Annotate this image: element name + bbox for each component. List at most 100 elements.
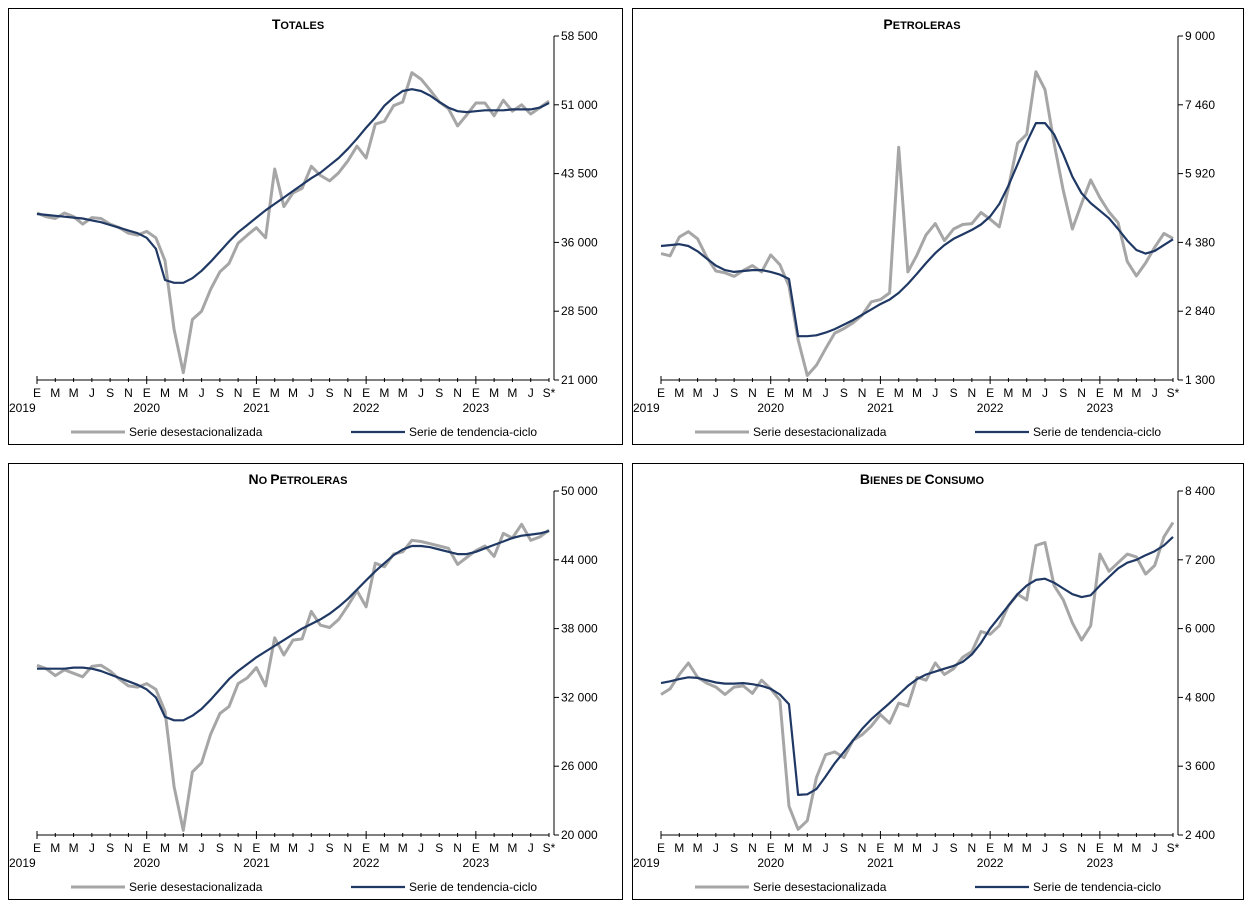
y-tick-label: 4 800: [1185, 690, 1215, 704]
x-tick-label: M: [489, 386, 499, 400]
x-tick-label: M: [784, 841, 794, 855]
x-tick-label: S: [435, 841, 443, 855]
x-tick-label: N: [748, 841, 757, 855]
chart-svg: TOTALES 21 000 28 500 36 000 43 500 51 000 58 …: [9, 16, 598, 439]
y-tick-label: 6 000: [1185, 622, 1215, 636]
x-year-label: 2019: [9, 856, 36, 870]
title-smallcaps: ONSUMO: [935, 475, 985, 487]
chart-panel-totales: TOTALES 21 000 28 500 36 000 43 500 51 000 58 …: [8, 8, 623, 445]
x-tick-label: S*: [543, 386, 556, 400]
x-tick-label: M: [379, 841, 389, 855]
x-tick-label: E: [767, 841, 775, 855]
x-tick-label: M: [178, 841, 188, 855]
x-tick-label: M: [379, 386, 389, 400]
x-tick-label: M: [50, 386, 60, 400]
title-initial: P: [270, 471, 279, 487]
x-tick-label: S*: [1167, 386, 1180, 400]
x-tick-label: J: [823, 386, 829, 400]
x-tick-label: S*: [543, 841, 556, 855]
x-tick-label: M: [398, 841, 408, 855]
series-line-tendencia-ciclo: [660, 536, 1174, 796]
series-line-desestacionalizada: [660, 70, 1174, 377]
y-tick-label: 21 000: [561, 373, 598, 387]
title-smallcaps: ETROLERAS: [893, 20, 961, 32]
x-tick-label: J: [713, 386, 719, 400]
y-tick-label: 5 920: [1185, 167, 1215, 181]
y-tick-label: 4 380: [1185, 235, 1215, 249]
title-initial: N: [249, 471, 259, 487]
x-tick-label: J: [199, 386, 205, 400]
legend-label-desestacionalizada: Serie desestacionalizada: [129, 425, 263, 439]
x-tick-label: J: [528, 386, 534, 400]
x-tick-label: M: [288, 841, 298, 855]
x-tick-label: E: [143, 841, 151, 855]
x-tick-label: E: [252, 386, 260, 400]
x-year-label: 2022: [353, 856, 380, 870]
x-tick-label: M: [912, 386, 922, 400]
x-year-label: 2019: [633, 856, 660, 870]
title-initial: C: [924, 471, 934, 487]
x-tick-label: E: [362, 386, 370, 400]
y-tick-label: 9 000: [1185, 29, 1215, 43]
x-tick-label: J: [89, 386, 95, 400]
x-year-label: 2020: [133, 856, 160, 870]
title-smallcaps: O: [259, 475, 271, 487]
legend-label-desestacionalizada: Serie desestacionalizada: [753, 425, 887, 439]
title-initial: T: [272, 16, 281, 32]
series-line-desestacionalizada: [660, 521, 1175, 831]
x-year-label: 2022: [977, 401, 1004, 415]
x-tick-label: M: [288, 386, 298, 400]
x-tick-label: N: [124, 841, 133, 855]
x-tick-label: J: [308, 386, 314, 400]
y-tick-label: 3 600: [1185, 759, 1215, 773]
x-year-label: 2020: [133, 401, 160, 415]
x-year-label: 2021: [867, 401, 894, 415]
x-tick-label: N: [1077, 841, 1086, 855]
x-tick-label: S: [1059, 841, 1067, 855]
x-tick-label: E: [472, 386, 480, 400]
chart-svg: PETROLERAS 1 300 2 840 4 380 5 920 7 460 9 000…: [633, 16, 1215, 439]
x-year-label: 2019: [9, 401, 36, 415]
x-tick-label: E: [143, 386, 151, 400]
x-tick-label: E: [362, 841, 370, 855]
x-tick-label: J: [1042, 386, 1048, 400]
series-line-tendencia-ciclo: [660, 122, 1174, 338]
x-tick-label: E: [657, 841, 665, 855]
x-tick-label: J: [1152, 841, 1158, 855]
x-tick-label: N: [748, 386, 757, 400]
x-tick-label: E: [876, 841, 884, 855]
x-tick-label: N: [124, 386, 133, 400]
x-tick-label: E: [33, 386, 41, 400]
x-tick-label: M: [69, 386, 79, 400]
y-tick-label: 7 460: [1185, 98, 1215, 112]
x-year-label: 2021: [867, 856, 894, 870]
x-tick-label: N: [453, 841, 462, 855]
y-tick-label: 2 840: [1185, 304, 1215, 318]
chart-title: PETROLERAS: [883, 16, 960, 32]
x-tick-label: S: [1059, 386, 1067, 400]
x-tick-label: E: [986, 386, 994, 400]
x-tick-label: M: [894, 841, 904, 855]
x-tick-label: N: [344, 386, 353, 400]
x-tick-label: N: [968, 841, 977, 855]
x-year-label: 2020: [757, 401, 784, 415]
x-tick-label: E: [657, 386, 665, 400]
legend-label-tendencia-ciclo: Serie de tendencia-ciclo: [1033, 880, 1161, 894]
chart-panel-petroleras: PETROLERAS 1 300 2 840 4 380 5 920 7 460 9 000…: [632, 8, 1244, 445]
x-tick-label: J: [308, 841, 314, 855]
x-tick-label: J: [418, 386, 424, 400]
x-tick-label: N: [968, 386, 977, 400]
legend-label-desestacionalizada: Serie desestacionalizada: [753, 880, 887, 894]
x-tick-label: E: [767, 386, 775, 400]
x-tick-label: J: [528, 841, 534, 855]
title-initial: B: [860, 471, 870, 487]
x-tick-label: M: [178, 386, 188, 400]
x-tick-label: N: [858, 386, 867, 400]
x-tick-label: N: [344, 841, 353, 855]
x-tick-label: M: [507, 841, 517, 855]
x-tick-label: M: [270, 841, 280, 855]
x-tick-label: M: [1003, 386, 1013, 400]
x-tick-label: S: [950, 386, 958, 400]
y-tick-label: 32 000: [561, 690, 598, 704]
x-tick-label: J: [418, 841, 424, 855]
